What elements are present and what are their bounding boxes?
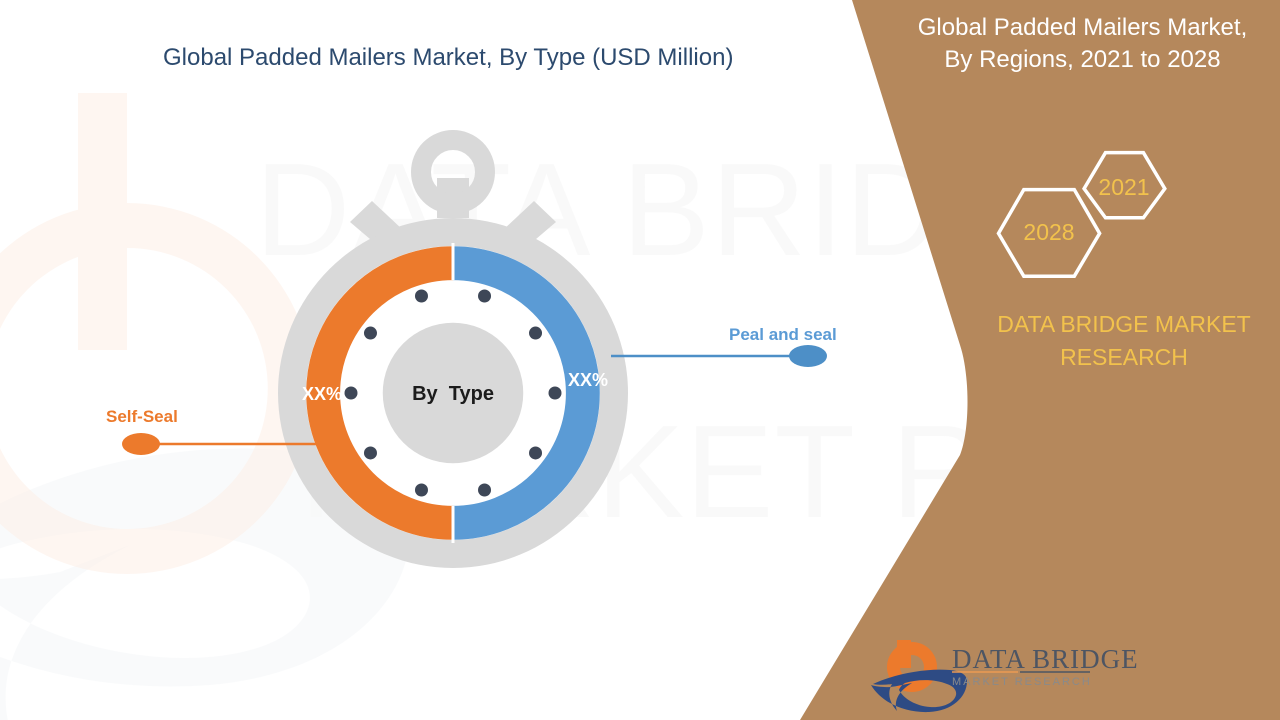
svg-text:XX%: XX% [302,384,342,404]
svg-text:Self-Seal: Self-Seal [106,407,178,426]
svg-text:By Type: By Type [412,383,494,405]
svg-text:Peal and seal: Peal and seal [729,325,837,344]
svg-text:XX%: XX% [568,370,608,390]
